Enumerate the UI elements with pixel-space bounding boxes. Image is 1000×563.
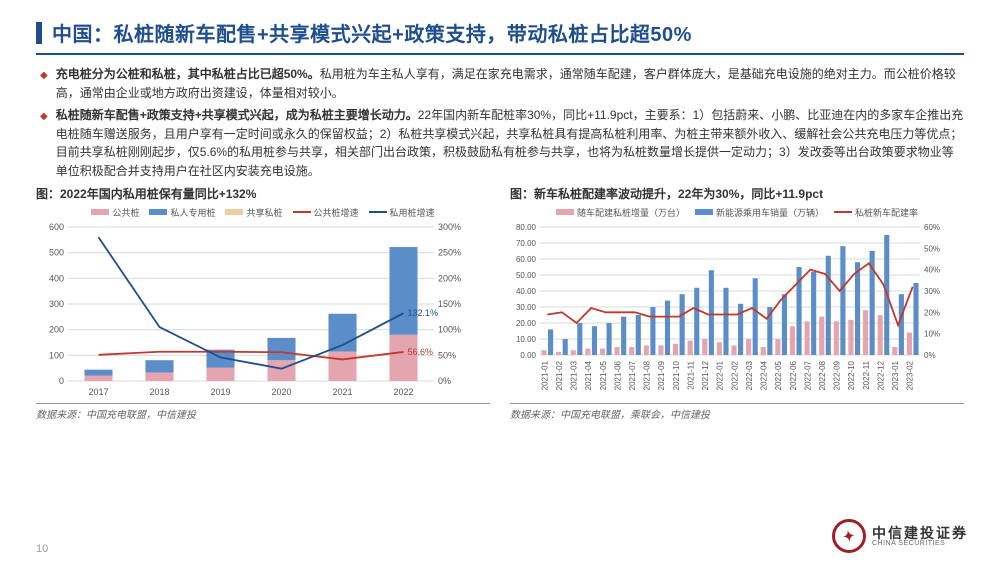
svg-text:2021-02: 2021-02 [555, 360, 564, 390]
svg-text:400: 400 [49, 273, 64, 283]
svg-text:2022-08: 2022-08 [818, 360, 827, 390]
bullet-item: ◆ 私桩随新车配售+政策支持+共享模式兴起，成为私桩主要增长动力。22年国内新车… [40, 106, 964, 180]
svg-text:200: 200 [49, 324, 64, 334]
page-number: 10 [36, 543, 48, 555]
svg-text:2023-02: 2023-02 [906, 360, 915, 390]
svg-text:2021-05: 2021-05 [599, 360, 608, 390]
chart-1-title: 图：2022年国内私用桩保有量同比+132% [36, 185, 490, 202]
chart-2: 图：新车私桩配建率波动提升，22年为30%，同比+11.9pct 随车配建私桩增… [510, 185, 964, 421]
svg-text:50.00: 50.00 [516, 271, 537, 280]
bullet-text: 充电桩分为公桩和私桩，其中私桩占比已超50%。私用桩为车主私人享有，满足在家充电… [56, 65, 964, 102]
svg-text:2022-04: 2022-04 [760, 360, 769, 390]
svg-text:2022-02: 2022-02 [730, 360, 739, 390]
svg-text:2022-05: 2022-05 [774, 360, 783, 390]
svg-text:2018: 2018 [149, 387, 169, 397]
svg-text:40%: 40% [924, 265, 940, 274]
logo-cn: 中信建投证券 [872, 526, 968, 540]
svg-text:2022-10: 2022-10 [847, 360, 856, 390]
chart-1: 图：2022年国内私用桩保有量同比+132% 公共桩私人专用桩共享私桩公共桩增速… [36, 185, 490, 421]
svg-text:132.1%: 132.1% [408, 308, 439, 318]
svg-text:2021-09: 2021-09 [657, 360, 666, 390]
svg-text:80.00: 80.00 [516, 223, 537, 232]
bullets: ◆ 充电桩分为公桩和私桩，其中私桩占比已超50%。私用桩为车主私人享有，满足在家… [36, 65, 964, 181]
svg-text:600: 600 [49, 222, 64, 232]
svg-text:2021-03: 2021-03 [570, 360, 579, 390]
svg-text:2021-11: 2021-11 [686, 360, 695, 389]
svg-text:100%: 100% [438, 324, 461, 334]
chart-1-legend: 公共桩私人专用桩共享私桩公共桩增速私用桩增速 [36, 206, 490, 219]
svg-text:2021-04: 2021-04 [584, 360, 593, 390]
svg-text:150%: 150% [438, 299, 461, 309]
svg-text:50%: 50% [438, 350, 456, 360]
svg-text:2021-10: 2021-10 [672, 360, 681, 390]
svg-text:0%: 0% [924, 351, 936, 360]
svg-text:2021: 2021 [332, 387, 352, 397]
svg-text:30%: 30% [924, 287, 940, 296]
svg-text:10%: 10% [924, 329, 940, 338]
title-accent [36, 22, 42, 44]
svg-text:2022-09: 2022-09 [833, 360, 842, 390]
svg-text:2022: 2022 [393, 387, 413, 397]
svg-text:2023-01: 2023-01 [891, 360, 900, 390]
svg-text:200%: 200% [438, 273, 461, 283]
svg-text:2021-07: 2021-07 [628, 360, 637, 390]
brand-logo: ✦ 中信建投证券 CHINA SECURITIES [832, 519, 968, 553]
svg-text:70.00: 70.00 [516, 239, 537, 248]
title-bar: 中国：私桩随新车配售+共享模式兴起+政策支持，带动私桩占比超50% [36, 18, 964, 47]
svg-text:2021-08: 2021-08 [643, 360, 652, 390]
bullet-text: 私桩随新车配售+政策支持+共享模式兴起，成为私桩主要增长动力。22年国内新车配桩… [56, 106, 964, 180]
svg-text:2022-12: 2022-12 [876, 360, 885, 390]
svg-text:60.00: 60.00 [516, 255, 537, 264]
svg-text:2022-07: 2022-07 [803, 360, 812, 390]
svg-text:0: 0 [59, 376, 64, 386]
svg-text:2021-06: 2021-06 [613, 360, 622, 390]
svg-text:2021-01: 2021-01 [540, 360, 549, 390]
svg-text:2022-06: 2022-06 [789, 360, 798, 390]
chart-2-legend: 随车配建私桩增量（万台）新能源乘用车销量（万辆）私桩新车配建率 [510, 206, 964, 219]
svg-text:300%: 300% [438, 222, 461, 232]
svg-text:40.00: 40.00 [516, 287, 537, 296]
chart-2-svg: 0.00 10.00 20.00 30.00 40.00 50.00 60.00 70.00 8… [510, 221, 950, 401]
svg-text:2021-12: 2021-12 [701, 360, 710, 390]
svg-text:0%: 0% [438, 376, 451, 386]
bullet-marker-icon: ◆ [40, 109, 48, 180]
chart-1-svg: 0 100 200 300 400 500 600 0% 50% 100% 150% 200% 250%… [36, 221, 476, 401]
svg-text:2017: 2017 [88, 387, 108, 397]
svg-text:0.00: 0.00 [520, 351, 536, 360]
svg-text:2020: 2020 [271, 387, 291, 397]
svg-text:20.00: 20.00 [516, 319, 537, 328]
bullet-item: ◆ 充电桩分为公桩和私桩，其中私桩占比已超50%。私用桩为车主私人享有，满足在家… [40, 65, 964, 102]
chart-2-source: 数据来源：中国充电联盟，乘联会，中信建投 [510, 403, 964, 421]
svg-text:100: 100 [49, 350, 64, 360]
svg-text:20%: 20% [924, 308, 940, 317]
svg-text:10.00: 10.00 [516, 335, 537, 344]
svg-text:30.00: 30.00 [516, 303, 537, 312]
svg-text:300: 300 [49, 299, 64, 309]
logo-en: CHINA SECURITIES [872, 540, 968, 547]
svg-text:2022-11: 2022-11 [862, 360, 871, 389]
chart-2-title: 图：新车私桩配建率波动提升，22年为30%，同比+11.9pct [510, 185, 964, 202]
svg-text:2022-01: 2022-01 [716, 360, 725, 390]
svg-text:60%: 60% [924, 223, 940, 232]
bullet-marker-icon: ◆ [40, 68, 48, 102]
svg-text:50%: 50% [924, 244, 940, 253]
page-title: 中国：私桩随新车配售+共享模式兴起+政策支持，带动私桩占比超50% [52, 18, 692, 47]
logo-icon: ✦ [832, 519, 866, 553]
title-underline [36, 53, 964, 55]
svg-text:250%: 250% [438, 247, 461, 257]
svg-text:2022-03: 2022-03 [745, 360, 754, 390]
svg-text:56.6%: 56.6% [408, 347, 434, 357]
chart-1-source: 数据来源：中国充电联盟，中信建投 [36, 403, 490, 421]
svg-text:500: 500 [49, 247, 64, 257]
svg-text:2019: 2019 [210, 387, 230, 397]
